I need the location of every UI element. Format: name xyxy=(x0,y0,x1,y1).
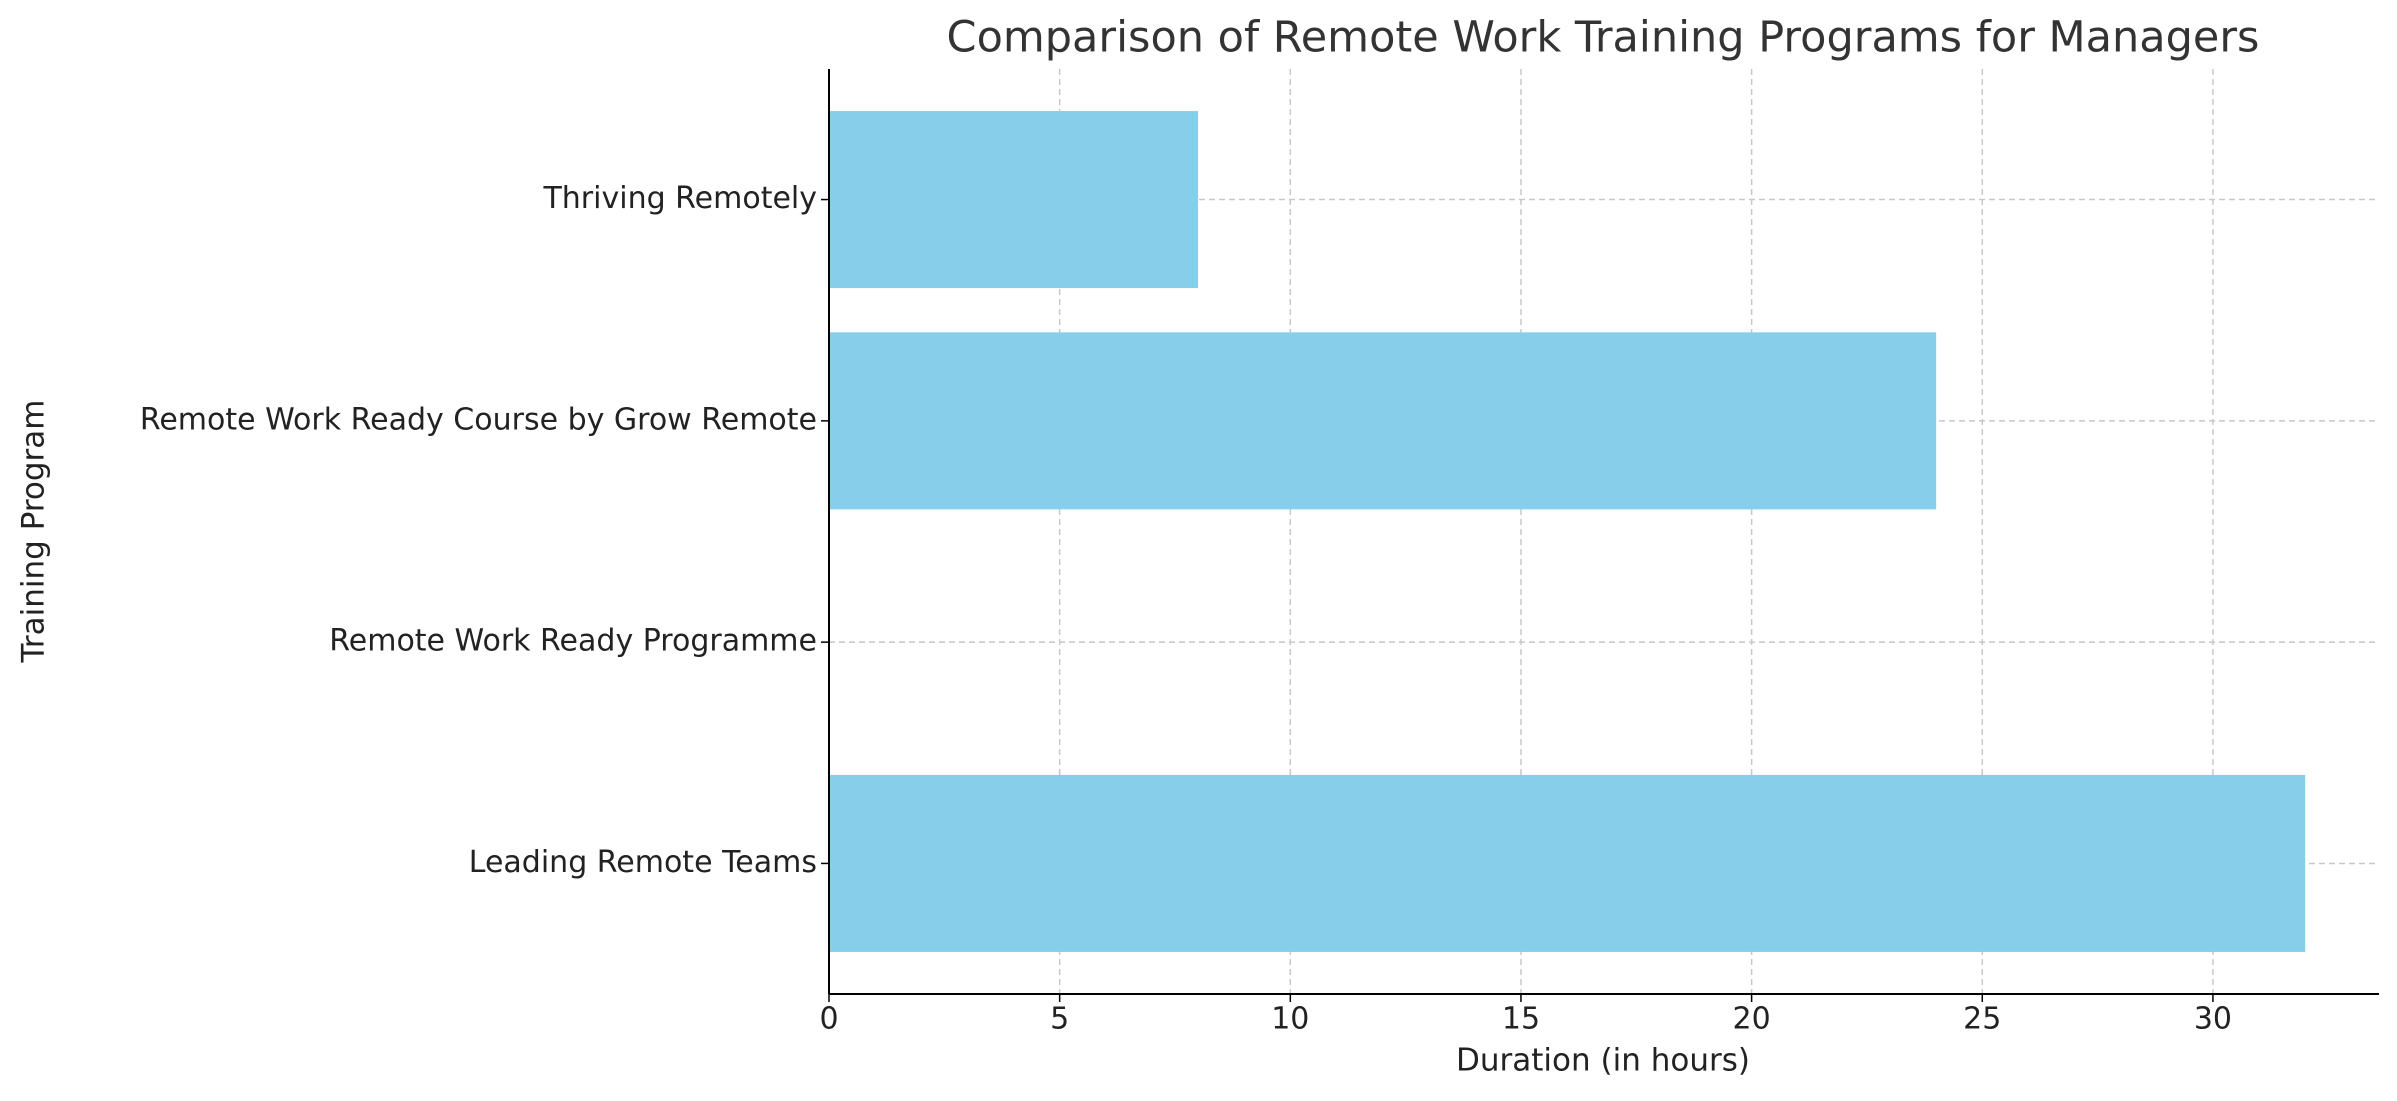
x-axis-label: Duration (in hours) xyxy=(1456,1043,1750,1079)
y-tick-label: Leading Remote Teams xyxy=(469,845,817,880)
x-tick-label: 25 xyxy=(1963,1002,2001,1037)
bar xyxy=(829,332,1937,510)
bar xyxy=(829,111,1199,289)
x-tick-label: 15 xyxy=(1502,1002,1540,1037)
y-tick-label: Remote Work Ready Course by Grow Remote xyxy=(140,402,817,437)
x-tick-label: 20 xyxy=(1733,1002,1771,1037)
bar xyxy=(829,774,2306,952)
y-tick-label: Remote Work Ready Programme xyxy=(329,624,817,659)
y-axis-label: Training Program xyxy=(16,400,52,664)
x-tick-label: 5 xyxy=(1050,1002,1069,1037)
y-tick-label: Thriving Remotely xyxy=(542,181,817,216)
x-tick-label: 30 xyxy=(2194,1002,2232,1037)
x-tick-label: 10 xyxy=(1271,1002,1309,1037)
x-tick-label: 0 xyxy=(819,1002,838,1037)
chart-title: Comparison of Remote Work Training Progr… xyxy=(947,13,2260,63)
